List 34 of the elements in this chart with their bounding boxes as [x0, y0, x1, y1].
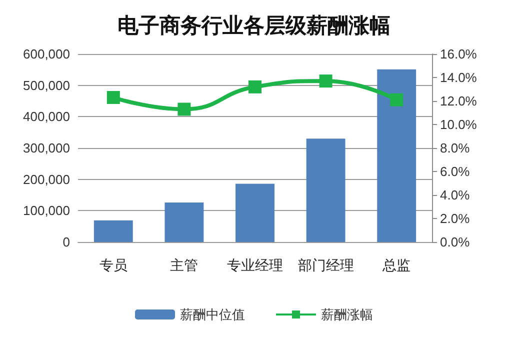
point [178, 102, 191, 116]
y-tick-label: 600,000 [23, 46, 70, 62]
point [248, 80, 262, 94]
y2-tick-label: 6.0% [440, 164, 470, 179]
y2-tick-label: 10.0% [440, 117, 478, 132]
legend-label: 薪酬中位值 [180, 307, 245, 322]
x-tick-label: 部门经理 [298, 257, 354, 273]
y2-tick-label: 2.0% [440, 211, 470, 226]
y2-tick-label: 12.0% [440, 94, 478, 108]
y-tick-label: 200,000 [23, 172, 70, 187]
bar [306, 138, 346, 242]
bar [94, 220, 133, 242]
y2-tick-label: 0.0% [440, 234, 470, 250]
point [106, 90, 120, 104]
bar [164, 202, 204, 242]
x-tick-label: 主管 [170, 257, 198, 273]
y-tick-label: 300,000 [23, 140, 70, 156]
bar [377, 69, 416, 242]
x-tick-label: 总监 [382, 257, 411, 273]
y2-tick-label: 4.0% [440, 188, 470, 202]
legend-label: 薪酬涨幅 [321, 307, 373, 322]
y2-tick-label: 8.0% [440, 140, 470, 156]
bar [236, 184, 274, 242]
x-tick-label: 专员 [99, 257, 128, 273]
y-tick-label: 100,000 [23, 203, 70, 218]
x-tick-label: 专业经理 [227, 257, 283, 273]
y-tick-label: 400,000 [23, 109, 70, 124]
y-tick-label: 0 [62, 234, 70, 250]
point [390, 93, 404, 106]
y2-tick-label: 16.0% [440, 46, 478, 62]
point [319, 74, 332, 88]
y-tick-label: 500,000 [23, 78, 70, 93]
chart-title: 电子商务行业各层级薪酬涨幅 [118, 14, 390, 38]
y2-tick-label: 14.0% [440, 70, 478, 85]
